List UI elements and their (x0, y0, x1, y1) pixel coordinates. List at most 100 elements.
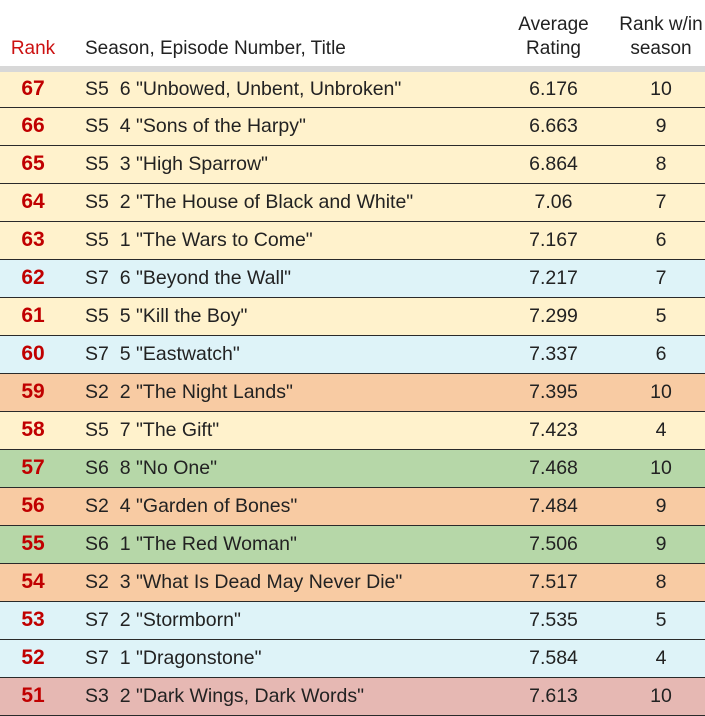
rank-within-season-cell: 10 (650, 380, 672, 403)
rank-within-season-cell: 5 (655, 304, 667, 327)
rank-cell: 54 (21, 570, 45, 593)
rank-within-season-cell: 10 (650, 684, 672, 707)
average-rating-cell: 7.506 (529, 532, 578, 555)
episode-number: 3 (119, 152, 131, 175)
episode-title: "Dark Wings, Dark Words" (135, 684, 365, 707)
rank-within-season-cell: 9 (655, 114, 667, 137)
rank-within-season-cell: 6 (655, 342, 667, 365)
rank-cell: 55 (21, 532, 45, 555)
episode-cell: S5 4 "Sons of the Harpy" (66, 107, 490, 145)
episode-cell: S5 5 "Kill the Boy" (66, 297, 490, 335)
table-row: 51 S3 2 "Dark Wings, Dark Words" 7.613 10 (0, 677, 705, 715)
episode-title: "Stormborn" (135, 608, 241, 631)
average-rating-cell: 7.517 (529, 570, 578, 593)
rank-within-season-cell: 9 (655, 494, 667, 517)
episode-title: "The Gift" (135, 418, 220, 441)
season-label: S7 (85, 608, 109, 631)
average-rating-cell: 7.584 (529, 646, 578, 669)
table-row: 60 S7 5 "Eastwatch" 7.337 6 (0, 335, 705, 373)
table-row: 59 S2 2 "The Night Lands" 7.395 10 (0, 373, 705, 411)
season-label: S7 (85, 266, 109, 289)
episode-number: 7 (119, 418, 131, 441)
season-label: S7 (85, 342, 109, 365)
episode-number: 6 (119, 266, 131, 289)
rank-within-season-cell: 7 (655, 190, 667, 213)
table-row: 66 S5 4 "Sons of the Harpy" 6.663 9 (0, 107, 705, 145)
episode-title: "The House of Black and White" (135, 190, 414, 213)
rank-cell: 64 (21, 190, 45, 213)
episode-number: 5 (119, 304, 131, 327)
episode-number: 2 (119, 684, 131, 707)
average-rating-cell: 6.176 (529, 77, 578, 100)
table-row: 52 S7 1 "Dragonstone" 7.584 4 (0, 639, 705, 677)
rank-within-season-cell: 7 (655, 266, 667, 289)
average-rating-cell: 7.167 (529, 228, 578, 251)
episode-title: "The Red Woman" (135, 532, 297, 555)
rank-within-season-cell: 4 (655, 646, 667, 669)
episode-number: 5 (119, 342, 131, 365)
episode-title: "Garden of Bones" (135, 494, 298, 517)
rank-cell: 56 (21, 494, 45, 517)
average-rating-cell: 7.484 (529, 494, 578, 517)
episode-number: 6 (119, 77, 131, 100)
season-label: S2 (85, 494, 109, 517)
title-column-header: Season, Episode Number, Title (66, 0, 490, 69)
rank-cell: 51 (21, 684, 45, 707)
average-rating-cell: 7.217 (529, 266, 578, 289)
average-rating-cell: 7.468 (529, 456, 578, 479)
table-row: 56 S2 4 "Garden of Bones" 7.484 9 (0, 487, 705, 525)
rank-cell: 53 (21, 608, 45, 631)
season-label: S5 (85, 152, 109, 175)
rank-within-season-column-header: Rank w/in season (617, 0, 705, 69)
episode-title: "Kill the Boy" (135, 304, 248, 327)
rank-cell: 65 (21, 152, 45, 175)
episode-number: 1 (119, 646, 131, 669)
episode-title: "The Night Lands" (135, 380, 293, 403)
average-rating-cell: 6.864 (529, 152, 578, 175)
episode-cell: S5 6 "Unbowed, Unbent, Unbroken" (66, 69, 490, 107)
season-label: S5 (85, 418, 109, 441)
season-label: S3 (85, 684, 109, 707)
rank-within-season-cell: 4 (655, 418, 667, 441)
rank-within-season-cell: 8 (655, 570, 667, 593)
episode-cell: S7 1 "Dragonstone" (66, 639, 490, 677)
season-label: S2 (85, 380, 109, 403)
table-row: 61 S5 5 "Kill the Boy" 7.299 5 (0, 297, 705, 335)
season-label: S6 (85, 532, 109, 555)
rank-cell: 62 (21, 266, 45, 289)
episode-cell: S2 4 "Garden of Bones" (66, 487, 490, 525)
season-label: S5 (85, 190, 109, 213)
rank-cell: 58 (21, 418, 45, 441)
episode-title: "No One" (135, 456, 218, 479)
episode-number: 4 (119, 494, 131, 517)
rank-within-season-cell: 5 (655, 608, 667, 631)
episode-number: 2 (119, 190, 131, 213)
episode-title: "Beyond the Wall" (135, 266, 292, 289)
episode-cell: S5 2 "The House of Black and White" (66, 183, 490, 221)
episode-title: "Eastwatch" (135, 342, 240, 365)
average-rating-cell: 7.423 (529, 418, 578, 441)
episode-cell: S7 5 "Eastwatch" (66, 335, 490, 373)
rank-cell: 61 (21, 304, 45, 327)
rank-cell: 59 (21, 380, 45, 403)
episode-cell: S3 2 "Dark Wings, Dark Words" (66, 677, 490, 715)
table-row: 57 S6 8 "No One" 7.468 10 (0, 449, 705, 487)
table-row: 62 S7 6 "Beyond the Wall" 7.217 7 (0, 259, 705, 297)
season-label: S5 (85, 114, 109, 137)
rank-cell: 57 (21, 456, 45, 479)
season-label: S5 (85, 304, 109, 327)
average-rating-cell: 7.535 (529, 608, 578, 631)
average-rating-cell: 7.395 (529, 380, 578, 403)
rank-column-header: Rank (0, 0, 66, 69)
season-label: S6 (85, 456, 109, 479)
average-rating-cell: 7.337 (529, 342, 578, 365)
average-rating-cell: 7.299 (529, 304, 578, 327)
episode-title: "High Sparrow" (135, 152, 268, 175)
episode-title: "The Wars to Come" (135, 228, 313, 251)
header-row: Rank Season, Episode Number, Title Avera… (0, 0, 705, 69)
episode-cell: S6 1 "The Red Woman" (66, 525, 490, 563)
average-rating-cell: 6.663 (529, 114, 578, 137)
table-row: 54 S2 3 "What Is Dead May Never Die" 7.517… (0, 563, 705, 601)
episode-number: 2 (119, 380, 131, 403)
